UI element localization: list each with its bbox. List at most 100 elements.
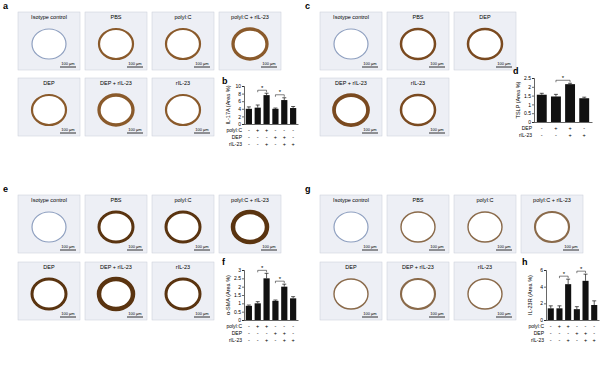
y-tick: 2 [528,84,534,90]
error-bar-cap [256,105,260,106]
bars [246,273,296,320]
condition-sign: - [248,330,250,336]
condition-sign: - [541,132,543,138]
airway [32,95,66,125]
significance-label: * [563,271,566,277]
y-axis-title: IL-23R (Area %) [527,275,533,315]
error-bar [592,301,596,305]
micrograph: rIL-23100 μm [387,78,449,136]
bar [263,278,269,320]
condition-sign: - [248,127,250,133]
error-bar-cap [265,273,269,274]
scale-bar [429,250,445,251]
bar [579,98,589,122]
image-label: polyI:C + rIL-23 [533,197,571,203]
error-bar-stem [257,105,258,108]
y-tick: 10 [235,83,244,89]
bar [255,303,261,320]
condition-label: DEP [522,125,533,131]
y-tick-label: 10 [235,83,241,89]
error-bar-stem [284,284,285,287]
image-label: rIL-23 [478,264,492,270]
error-bar-stem [568,279,569,284]
scale-bar-label: 100 μm [61,311,75,316]
condition-sign: + [554,125,557,131]
y-tick-mark [544,320,546,321]
y-tick-label: 8 [238,91,241,97]
airway [99,29,133,59]
condition-label: rIL-23 [229,337,242,343]
condition-sign: - [559,330,561,336]
y-tick-label: 2 [238,114,241,120]
error-bar [273,108,277,110]
error-bar-cap [566,279,570,280]
micrograph: DEP + rIL-23100 μm [85,262,147,320]
micrograph: rIL-23100 μm [152,78,214,136]
image-label: PBS [412,197,423,203]
condition-sign: - [275,127,277,133]
airway [401,212,435,242]
y-tick: 2 [238,114,244,120]
y-axis-line [544,271,547,321]
scale-bar [60,133,76,134]
micrograph-bg [18,262,80,320]
y-tick-mark [242,303,244,304]
scale-bar [496,317,512,318]
scale-bar-label: 100 μm [128,127,142,132]
error-bar-cap [575,306,579,307]
significance-label: * [562,75,565,81]
micrograph-bg [387,78,449,136]
micrograph-bg [387,12,449,70]
condition-sign: - [266,330,268,336]
image-label: polyI:C [174,197,191,203]
condition-sign: - [541,125,543,131]
scale-bar [127,317,143,318]
y-tick-mark [532,104,534,105]
image-label: DEP + rIL-23 [100,264,132,270]
y-tick-label: 2.5 [524,75,531,81]
error-bar-cap [592,300,596,301]
y-tick: 6 [540,267,546,273]
error-bar-stem [550,306,551,309]
y-tick-mark [242,270,244,271]
y-tick: 3 [238,267,244,273]
image-label: DEP + rIL-23 [402,264,434,270]
condition-sign: - [275,337,277,343]
condition-sign: + [265,127,268,133]
image-label: DEP [479,14,491,20]
scale-bar-label: 100 μm [363,61,377,66]
scale-bar [261,67,277,68]
y-tick-mark [242,86,244,87]
condition-sign: - [257,134,259,140]
error-bar-cap [256,301,260,302]
condition-sign: - [275,323,277,329]
scale-bar [194,250,210,251]
y-tick-mark [242,94,244,95]
airway [32,212,66,242]
error-bar [582,97,586,98]
airway [334,29,368,59]
condition-sign: - [257,330,259,336]
significance-label: * [261,265,264,271]
condition-sign: + [283,337,286,343]
condition-sign: - [576,323,578,329]
y-tick-mark [544,303,546,304]
scale-bar-label: 100 μm [497,61,511,66]
error-bar [540,93,544,94]
micrograph: polyI:C + rIL-23100 μm [219,195,281,253]
image-label: DEP [43,80,55,86]
micrograph-bg [152,12,214,70]
condition-label: polyI:C [226,127,242,133]
condition-sign: - [257,337,259,343]
panel-letter: b [222,76,228,86]
micrograph-bg [454,195,516,253]
image-label: PBS [110,14,121,20]
image-label: PBS [412,14,423,20]
condition-sign: - [248,337,250,343]
scale-bar-label: 100 μm [430,61,444,66]
micrograph: DEP100 μm [320,262,382,320]
error-bar-cap [247,106,251,107]
micrograph-bg [320,262,382,320]
y-tick-mark [242,109,244,110]
micrograph: polyI:C100 μm [454,195,516,253]
